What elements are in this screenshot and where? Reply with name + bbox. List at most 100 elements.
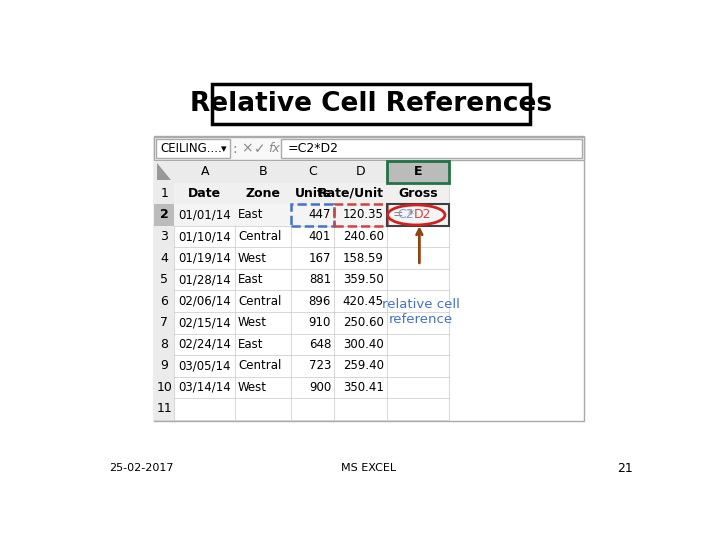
Bar [291, 204, 334, 226]
Text: E: E [413, 165, 422, 178]
Text: 11: 11 [156, 402, 172, 415]
Text: Zone: Zone [246, 187, 280, 200]
Bar [387, 161, 449, 183]
Text: East: East [238, 273, 264, 286]
Bar [154, 334, 174, 355]
Text: ✓: ✓ [254, 141, 266, 156]
Text: D: D [356, 165, 365, 178]
Text: *: * [408, 208, 414, 221]
Text: A: A [200, 165, 209, 178]
Text: 359.50: 359.50 [343, 273, 384, 286]
Bar [156, 139, 230, 158]
Text: B: B [258, 165, 267, 178]
Text: 250.60: 250.60 [343, 316, 384, 329]
Text: 25-02-2017: 25-02-2017 [109, 463, 174, 473]
Text: 900: 900 [309, 381, 331, 394]
Bar [154, 247, 174, 269]
Bar [154, 183, 174, 204]
Text: D2: D2 [413, 208, 431, 221]
Text: 240.60: 240.60 [343, 230, 384, 243]
Text: ×: × [241, 141, 253, 156]
Text: Relative Cell References: Relative Cell References [190, 91, 552, 117]
Bar [387, 204, 449, 226]
Text: CEILING....: CEILING.... [161, 142, 222, 155]
Bar [154, 161, 174, 183]
Text: 896: 896 [309, 295, 331, 308]
Text: West: West [238, 316, 267, 329]
Text: 5: 5 [161, 273, 168, 286]
Text: East: East [238, 208, 264, 221]
Text: 259.40: 259.40 [343, 360, 384, 373]
Text: 910: 910 [309, 316, 331, 329]
Text: 02/24/14: 02/24/14 [179, 338, 231, 351]
Text: 447: 447 [309, 208, 331, 221]
Text: 01/01/14: 01/01/14 [179, 208, 231, 221]
Bar [212, 84, 530, 124]
Bar [154, 291, 174, 312]
Polygon shape [157, 164, 171, 180]
Text: 881: 881 [309, 273, 331, 286]
Bar [154, 312, 174, 334]
Text: 420.45: 420.45 [343, 295, 384, 308]
Text: 158.59: 158.59 [343, 252, 384, 265]
Text: Central: Central [238, 230, 282, 243]
Text: 6: 6 [161, 295, 168, 308]
Text: 648: 648 [309, 338, 331, 351]
Bar [154, 269, 174, 291]
Text: 9: 9 [161, 360, 168, 373]
Text: Central: Central [238, 295, 282, 308]
Text: Units: Units [294, 187, 331, 200]
Text: 3: 3 [161, 230, 168, 243]
Text: Date: Date [188, 187, 221, 200]
Bar [154, 377, 174, 398]
Bar [334, 204, 387, 226]
Bar [153, 136, 585, 421]
Text: =C2*D2: =C2*D2 [287, 142, 338, 155]
Bar [174, 183, 449, 204]
Text: C: C [308, 165, 317, 178]
Text: 167: 167 [309, 252, 331, 265]
Text: 350.41: 350.41 [343, 381, 384, 394]
Text: 03/05/14: 03/05/14 [179, 360, 231, 373]
Bar [154, 226, 174, 247]
Bar [387, 161, 449, 183]
Bar [174, 161, 235, 183]
Text: 1: 1 [161, 187, 168, 200]
Bar [334, 161, 387, 183]
Text: Rate/Unit: Rate/Unit [318, 187, 384, 200]
Text: 01/19/14: 01/19/14 [179, 252, 231, 265]
Text: Central: Central [238, 360, 282, 373]
Text: West: West [238, 381, 267, 394]
Text: MS EXCEL: MS EXCEL [341, 463, 397, 473]
Text: ▾: ▾ [220, 144, 226, 154]
Text: :: : [233, 141, 237, 156]
Text: 120.35: 120.35 [343, 208, 384, 221]
Text: 4: 4 [161, 252, 168, 265]
Text: relative cell
reference: relative cell reference [382, 298, 460, 326]
Text: East: East [238, 338, 264, 351]
Text: 7: 7 [161, 316, 168, 329]
Bar [154, 355, 174, 377]
Text: =: = [392, 208, 403, 221]
Text: 401: 401 [309, 230, 331, 243]
Bar [282, 139, 582, 158]
Text: 03/14/14: 03/14/14 [179, 381, 231, 394]
Bar [235, 161, 291, 183]
Text: 300.40: 300.40 [343, 338, 384, 351]
Bar [154, 204, 174, 226]
Text: 10: 10 [156, 381, 172, 394]
Text: 02/15/14: 02/15/14 [179, 316, 231, 329]
Text: 2: 2 [160, 208, 168, 221]
Bar [174, 204, 449, 226]
Bar [153, 137, 585, 160]
Text: fx: fx [268, 142, 279, 155]
Text: 723: 723 [309, 360, 331, 373]
Text: 21: 21 [617, 462, 632, 475]
Bar [154, 398, 174, 420]
Text: 01/10/14: 01/10/14 [179, 230, 231, 243]
Text: 8: 8 [161, 338, 168, 351]
Text: 01/28/14: 01/28/14 [179, 273, 231, 286]
Text: Gross: Gross [398, 187, 438, 200]
Text: 02/06/14: 02/06/14 [179, 295, 231, 308]
Text: West: West [238, 252, 267, 265]
